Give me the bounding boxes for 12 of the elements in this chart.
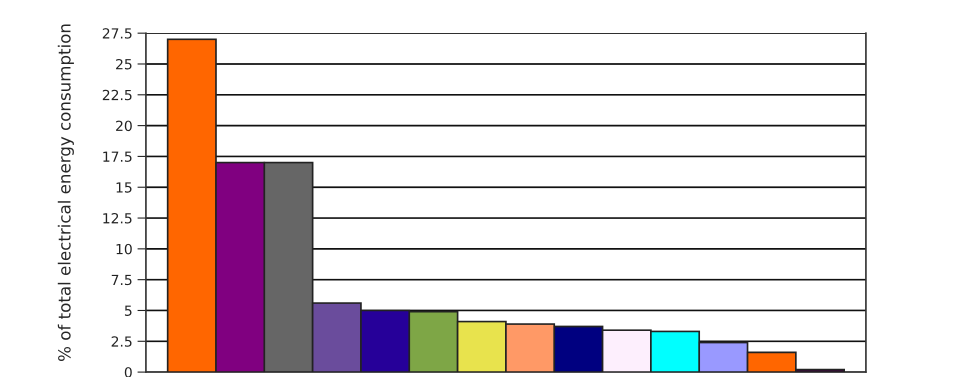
- y-tick-label: 5: [124, 306, 132, 316]
- y-tick-label: 12.5: [103, 213, 132, 224]
- y-tick-label: 2.5: [112, 336, 132, 347]
- y-tick-label: 27.5: [102, 28, 132, 39]
- y-tick-label: 25: [116, 58, 132, 70]
- y-tick-label: 7.5: [112, 274, 132, 286]
- y-tick-label: 15: [116, 182, 132, 193]
- y-tick-label: 10: [116, 244, 132, 254]
- y-tick-label: 22.5: [102, 90, 132, 100]
- y-axis-title: % of total electrical energy consumption: [58, 24, 74, 361]
- y-tick-label: 20: [116, 120, 132, 132]
- y-tick-label: 17.5: [103, 152, 132, 162]
